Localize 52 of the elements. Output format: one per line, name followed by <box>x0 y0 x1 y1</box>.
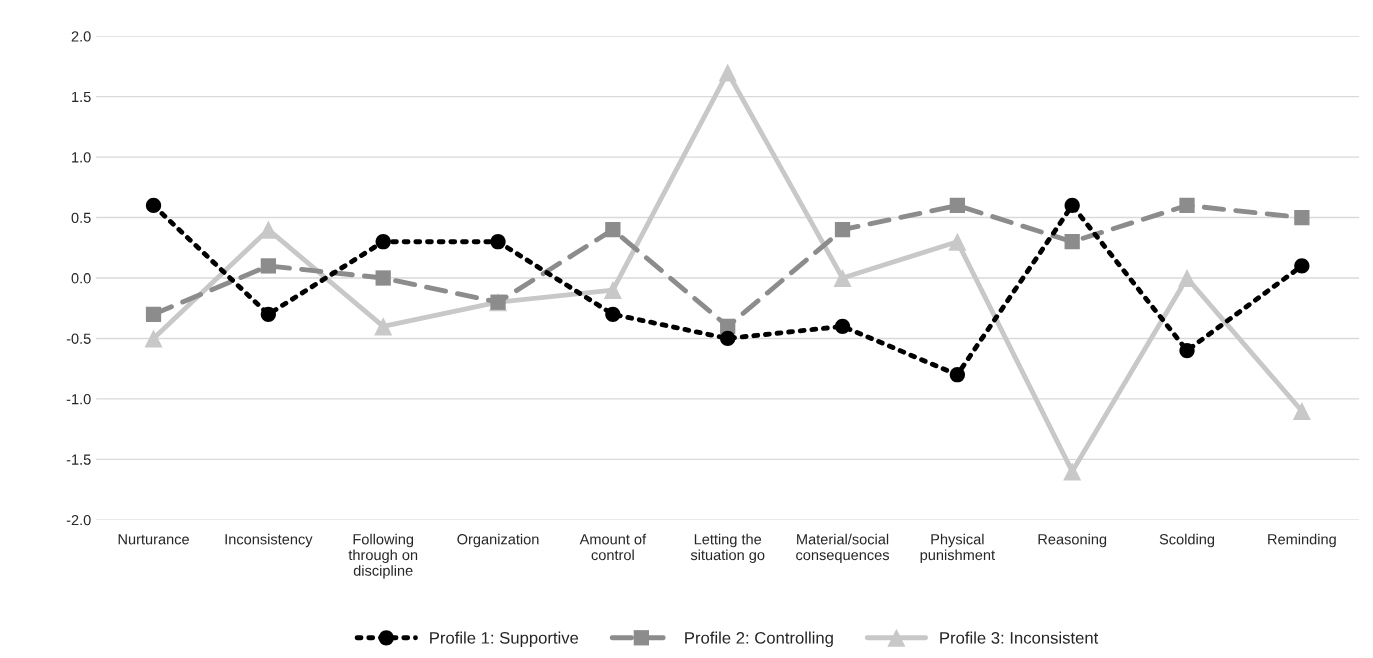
y-tick-label: -1.5 <box>66 454 91 465</box>
point <box>375 234 391 250</box>
x-tick-label: Amount of control <box>579 533 647 561</box>
x-tick-label: Letting the situation go <box>690 533 765 564</box>
point <box>1294 209 1310 226</box>
y-tick-label: 1.5 <box>72 91 91 103</box>
legend-label: Profile 3: Inconsistent <box>940 631 1099 644</box>
point <box>720 330 736 347</box>
x-tick-label: Organization <box>457 533 539 548</box>
point <box>949 197 965 214</box>
point <box>603 281 622 300</box>
point <box>260 258 276 274</box>
point <box>834 222 851 238</box>
point <box>145 197 162 214</box>
point <box>1177 268 1197 288</box>
x-tick-label: Material/social consequences <box>796 533 890 564</box>
point <box>1179 197 1195 214</box>
legend-label: Profile 1: Supportive <box>430 631 579 648</box>
point <box>948 232 967 251</box>
point <box>1064 234 1080 250</box>
x-tick-label: Reminding <box>1268 533 1336 548</box>
point <box>375 270 391 286</box>
x-tick-label: Scolding <box>1159 533 1215 548</box>
legend-label: Profile 2: Controlling <box>685 631 833 648</box>
point <box>1294 258 1310 274</box>
y-tick-label: -2.0 <box>66 514 91 526</box>
point <box>605 222 621 238</box>
x-tick-label: Following through on discipline <box>348 533 418 579</box>
point <box>144 329 163 348</box>
point <box>1063 462 1082 481</box>
point <box>260 306 276 322</box>
point <box>605 306 621 322</box>
y-tick-label: 2.0 <box>71 31 91 42</box>
point <box>1179 342 1195 359</box>
y-tick-label: 1.0 <box>72 152 91 163</box>
x-tick-label: Reasoning <box>1038 533 1107 548</box>
x-tick-label: Inconsistency <box>225 533 313 548</box>
point <box>833 268 852 288</box>
point <box>490 234 506 250</box>
x-tick-label: Nurturance <box>118 534 189 545</box>
point <box>145 306 162 322</box>
point <box>834 318 851 335</box>
point <box>374 317 393 336</box>
y-tick-label: -1.0 <box>66 394 91 405</box>
point <box>718 63 737 82</box>
y-tick-label: 0.0 <box>71 273 91 284</box>
point <box>1292 401 1311 421</box>
point <box>949 367 965 383</box>
y-tick-label: 0.5 <box>71 212 91 223</box>
y-tick-label: -0.5 <box>66 333 91 344</box>
x-tick-label: Physical punishment <box>920 533 995 564</box>
point <box>1064 197 1080 214</box>
